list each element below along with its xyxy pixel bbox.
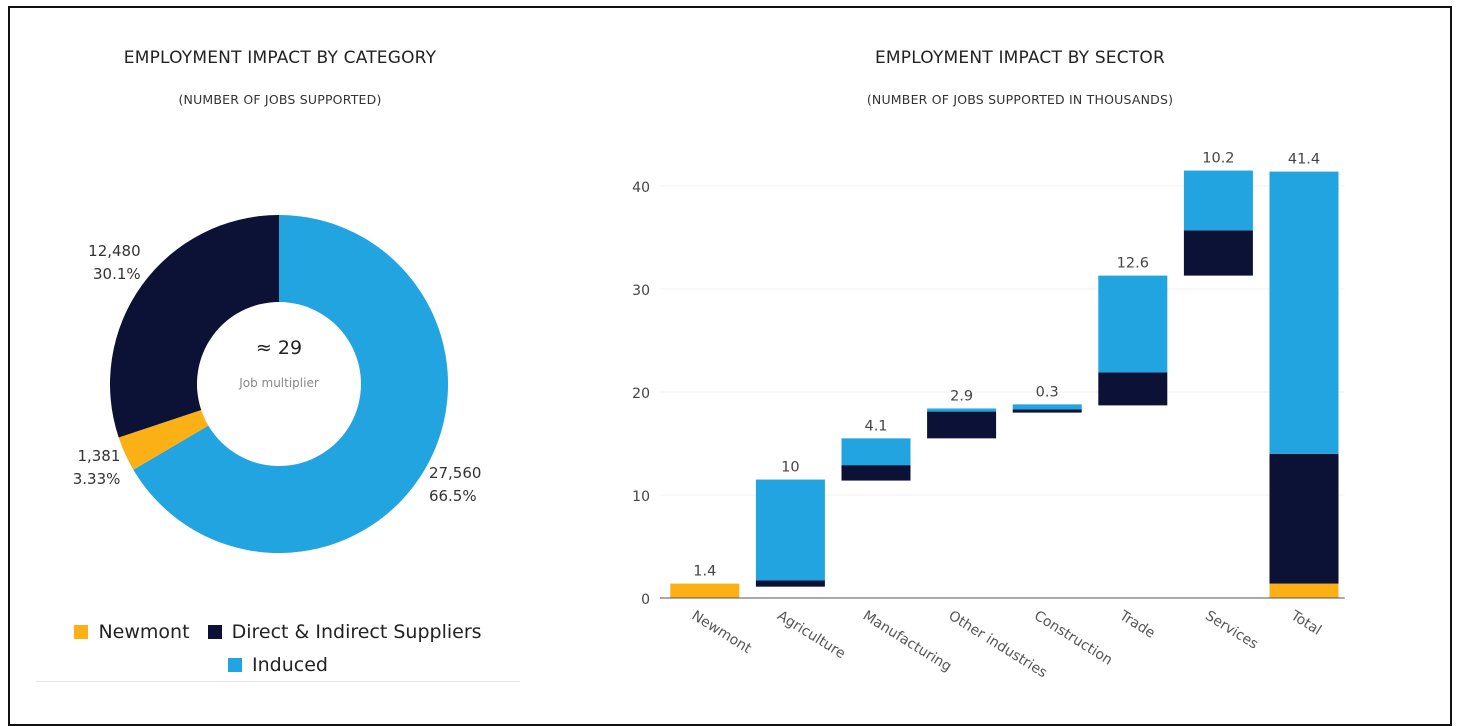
job-multiplier-label: Job multiplier	[238, 376, 319, 390]
legend-label-suppliers: Direct & Indirect Suppliers	[231, 621, 482, 643]
legend-item-suppliers[interactable]: Direct & Indirect Suppliers	[207, 621, 482, 643]
bar-total-direct-indirect-suppliers[interactable]	[1269, 453, 1339, 584]
x-tick-label: Total	[1287, 607, 1324, 638]
bar-value-label: 2.9	[950, 388, 973, 404]
donut-chart: 27,560 66.5% 1,381 3.33% 12,480 30.1% ≈ 29 Jo…	[73, 215, 482, 554]
legend-swatch-suppliers	[207, 625, 222, 639]
bar-total-newmont[interactable]	[1269, 583, 1339, 598]
bar-manufacturing-induced[interactable]	[841, 438, 911, 466]
donut-label-value: 1,381	[77, 447, 120, 465]
legend-label-induced: Induced	[252, 654, 328, 676]
chart-legend: Newmont Direct & Indirect Suppliers Indu…	[36, 615, 520, 682]
bar-construction-induced[interactable]	[1012, 404, 1082, 410]
legend-row-2: Induced	[36, 654, 520, 676]
bar-construction-direct-indirect-suppliers[interactable]	[1012, 409, 1082, 413]
donut-label-value: 12,480	[88, 242, 141, 260]
bar-value-label: 4.1	[864, 418, 887, 434]
bar-newmont-newmont[interactable]	[670, 583, 740, 598]
x-tick-label: Manufacturing	[860, 608, 954, 675]
legend-swatch-newmont	[74, 625, 89, 639]
legend-item-newmont[interactable]: Newmont	[74, 621, 190, 643]
donut-slice-direct-indirect-suppliers[interactable]	[110, 215, 280, 438]
x-tick-label: Newmont	[689, 608, 755, 657]
y-tick-label: 0	[641, 592, 650, 608]
bar-manufacturing-direct-indirect-suppliers[interactable]	[841, 465, 911, 481]
y-tick-label: 40	[632, 180, 650, 196]
bar-value-label: 0.3	[1036, 384, 1059, 400]
legend-item-induced[interactable]: Induced	[228, 654, 328, 676]
legend-swatch-induced	[228, 658, 243, 672]
bar-services-induced[interactable]	[1183, 170, 1253, 231]
bar-agriculture-direct-indirect-suppliers[interactable]	[755, 580, 825, 587]
bar-chart-subtitle: (NUMBER OF JOBS SUPPORTED IN THOUSANDS)	[866, 92, 1174, 107]
donut-label-value: 27,560	[429, 464, 482, 482]
bar-value-label: 41.4	[1288, 152, 1320, 168]
bar-value-label: 12.6	[1117, 256, 1149, 272]
x-tick-label: Construction	[1031, 608, 1115, 669]
donut-slice-newmont[interactable]	[118, 409, 209, 470]
bar-chart-title: EMPLOYMENT IMPACT BY SECTOR	[874, 48, 1165, 68]
legend-row-1: Newmont Direct & Indirect Suppliers	[36, 621, 520, 643]
bar-other-industries-induced[interactable]	[927, 408, 997, 412]
bar-agriculture-induced[interactable]	[755, 479, 825, 581]
donut-chart-subtitle: (NUMBER OF JOBS SUPPORTED)	[178, 92, 382, 107]
bar-other-industries-direct-indirect-suppliers[interactable]	[927, 411, 997, 439]
x-tick-label: Services	[1202, 608, 1261, 653]
bar-services-direct-indirect-suppliers[interactable]	[1183, 230, 1253, 276]
donut-slice-induced[interactable]	[133, 215, 448, 554]
x-tick-label: Trade	[1116, 607, 1158, 641]
donut-label-percent: 30.1%	[93, 265, 141, 283]
donut-chart-title: EMPLOYMENT IMPACT BY CATEGORY	[123, 48, 437, 68]
bar-value-label: 1.4	[693, 564, 716, 580]
x-tick-label: Agriculture	[774, 608, 848, 662]
donut-label-percent: 66.5%	[429, 487, 477, 505]
y-tick-label: 20	[632, 386, 650, 402]
bar-value-label: 10	[781, 460, 799, 476]
donut-label-percent: 3.33%	[73, 470, 121, 488]
bar-total-induced[interactable]	[1269, 171, 1339, 454]
bar-trade-direct-indirect-suppliers[interactable]	[1098, 372, 1168, 406]
y-tick-label: 30	[632, 283, 650, 299]
legend-label-newmont: Newmont	[98, 621, 190, 643]
y-tick-label: 10	[632, 489, 650, 505]
job-multiplier-value: ≈ 29	[256, 337, 302, 359]
bar-trade-induced[interactable]	[1098, 275, 1168, 373]
bar-value-label: 10.2	[1202, 151, 1234, 167]
